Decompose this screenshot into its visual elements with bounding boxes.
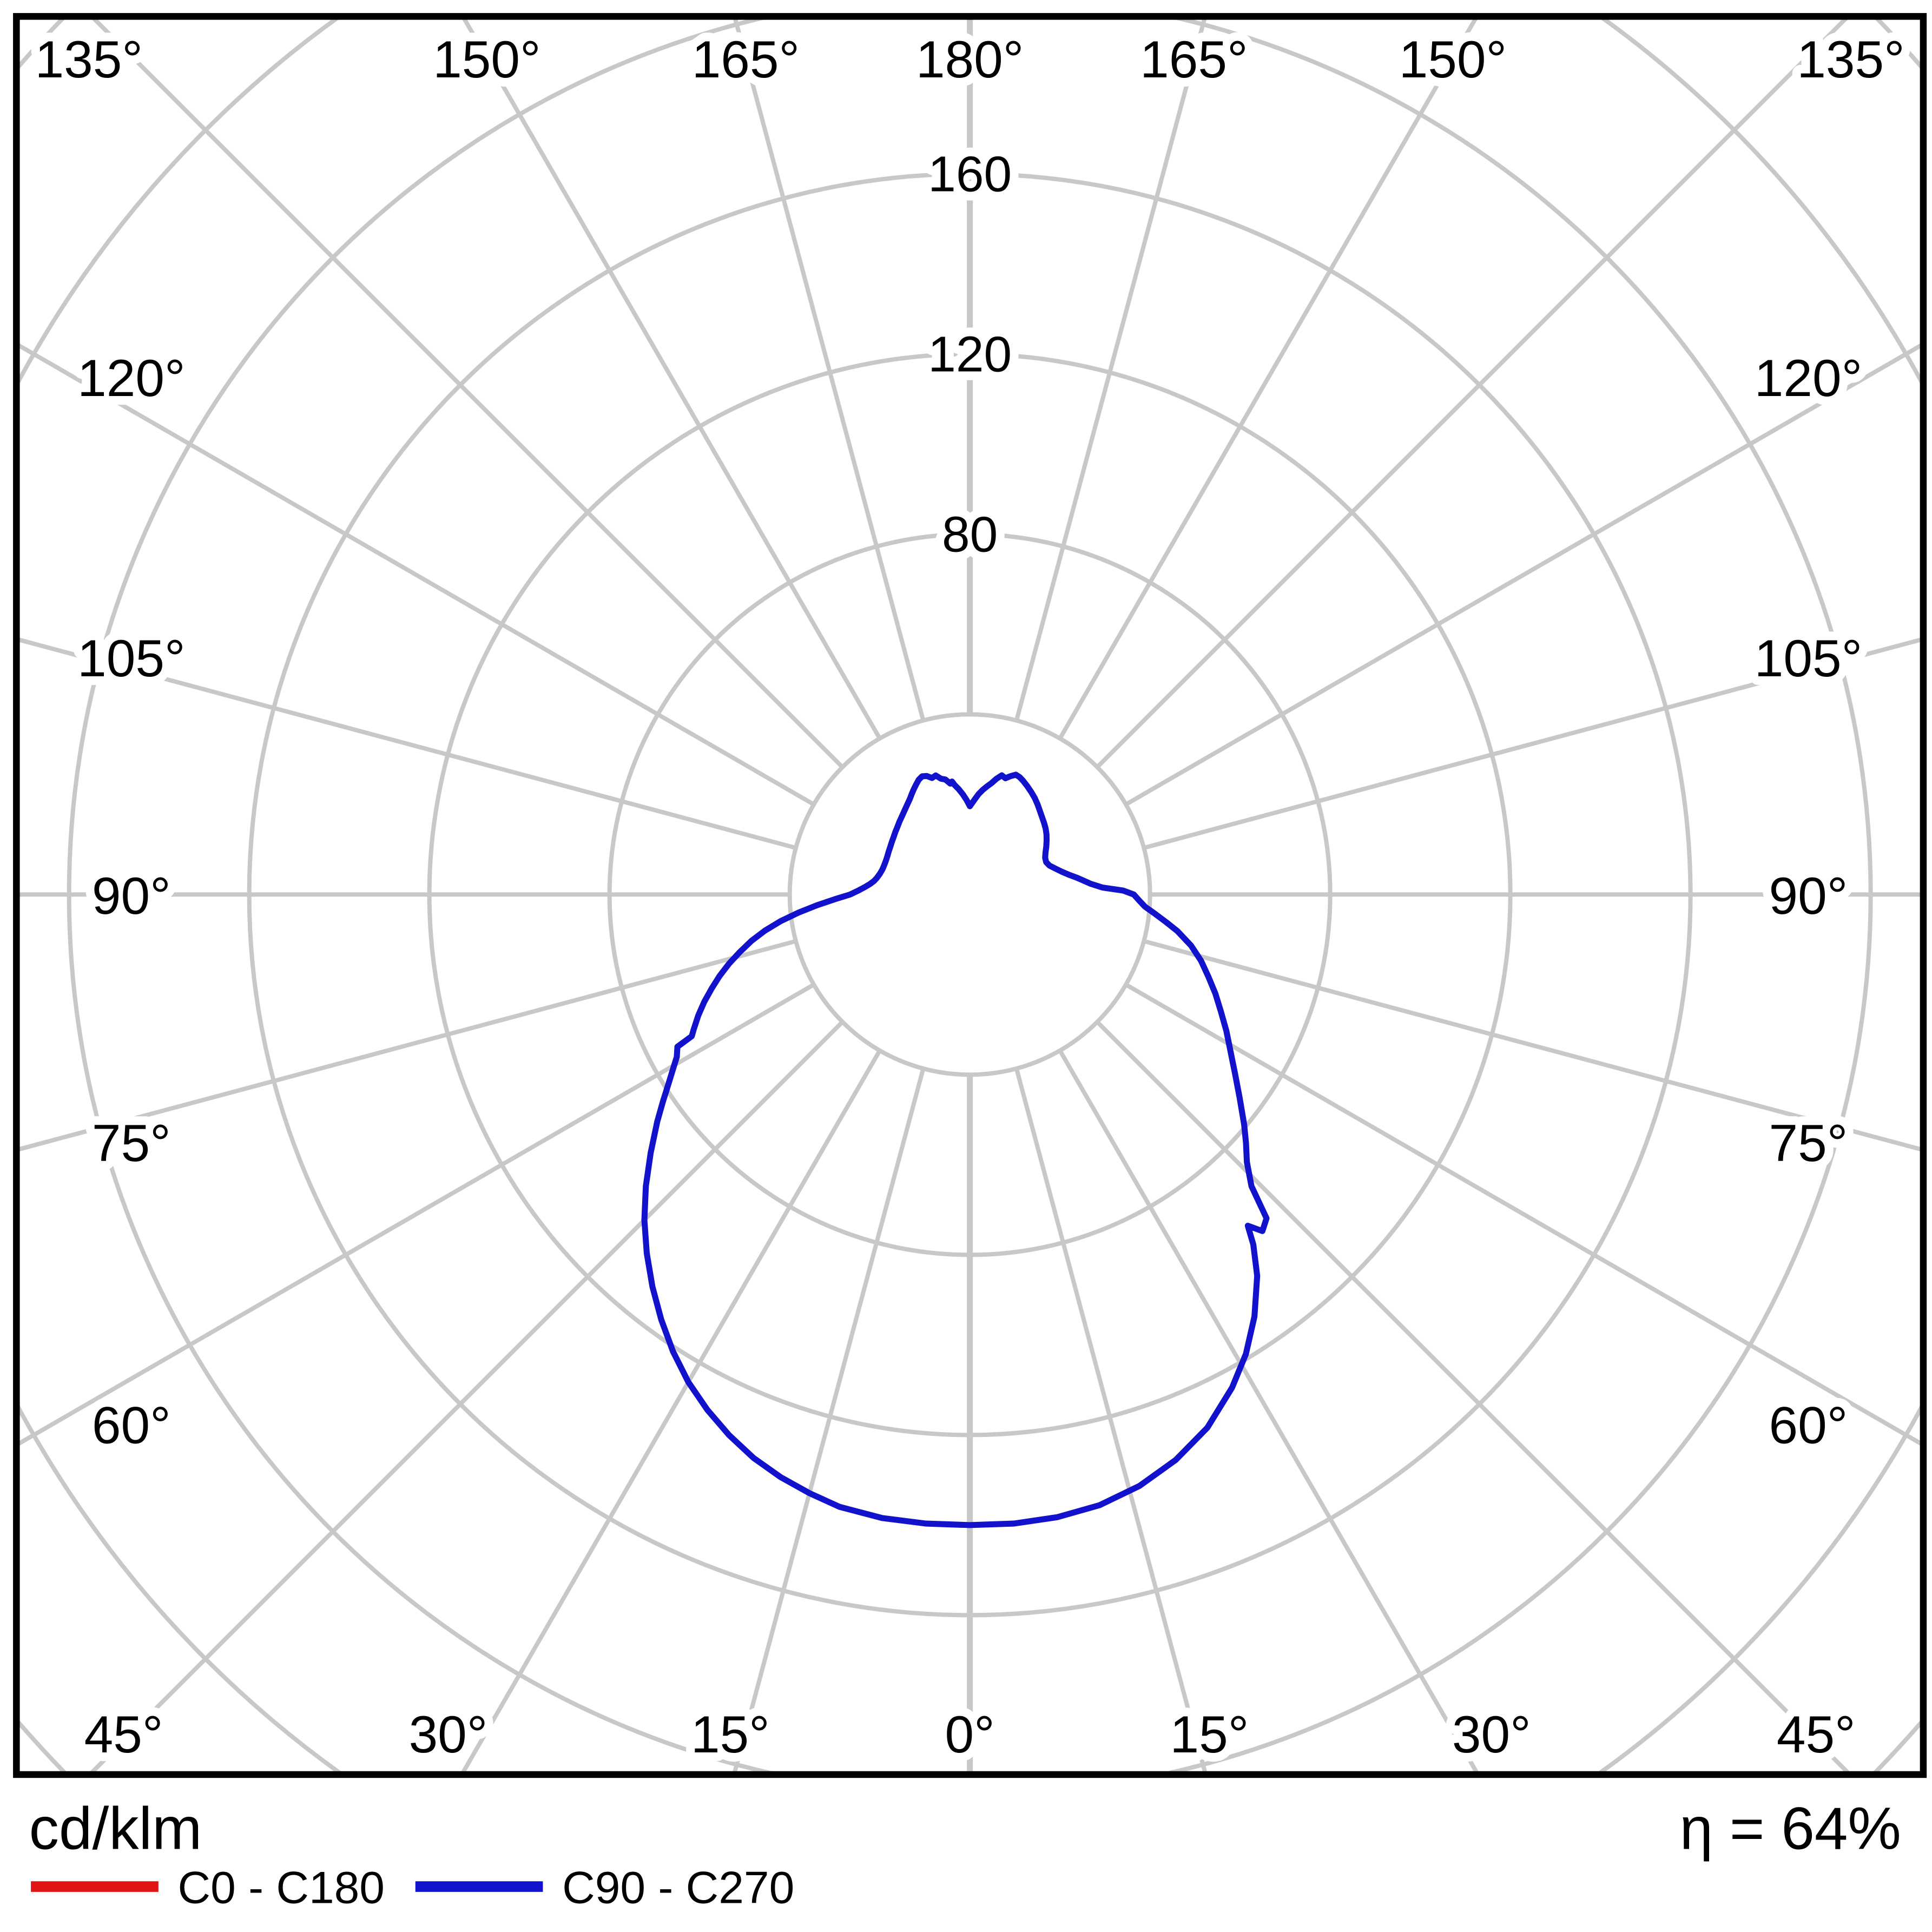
curve-c90-c270: [641, 772, 1270, 1528]
grid-spoke-15deg: [1014, 1067, 1207, 1771]
grid-spoke-75deg: [1143, 939, 1920, 1152]
angle-label-left: 60°: [92, 1397, 171, 1455]
grid-spoke-105deg: [1143, 637, 1920, 850]
angle-label-top: 165°: [1140, 31, 1248, 89]
angle-label-top: 180°: [916, 31, 1024, 89]
efficiency-label: η = 64%: [1680, 1795, 1901, 1862]
curve-c0-c180: [642, 772, 1269, 1527]
legend-label-c0-c180: C0 - C180: [178, 1862, 385, 1913]
angle-label-bottom: 30°: [409, 1706, 488, 1764]
unit-label: cd/klm: [29, 1795, 202, 1862]
grid-spoke-150deg: [1058, 19, 1478, 740]
angle-label-bottom: 45°: [84, 1706, 163, 1764]
angle-label-left: 105°: [77, 630, 185, 688]
chart-border: [13, 13, 1927, 1778]
angle-label-left: 120°: [77, 350, 185, 407]
angle-label-bottom: 45°: [1777, 1706, 1856, 1764]
angle-label-bottom: 15°: [691, 1706, 770, 1764]
grid-spoke-30deg: [1058, 1049, 1479, 1771]
radial-tick-label-160: 160: [928, 146, 1012, 202]
angle-label-top: 165°: [692, 31, 800, 89]
grid-spoke-255deg: [19, 637, 797, 850]
legend-label-c90-c270: C90 - C270: [562, 1862, 794, 1913]
angle-label-right: 120°: [1755, 350, 1862, 407]
grid-spoke-45deg: [1096, 1020, 1850, 1771]
angle-label-left: 90°: [92, 867, 171, 925]
intensity-curves: [641, 772, 1270, 1528]
grid-spoke-135deg: [1096, 19, 1848, 769]
grid-spoke-285deg: [19, 939, 797, 1152]
angle-label-top: 150°: [433, 31, 540, 89]
grid-spoke-165deg: [1014, 19, 1207, 721]
grid-spoke-300deg: [19, 983, 815, 1446]
grid-spoke-195deg: [733, 19, 926, 721]
angle-label-top: 135°: [1797, 31, 1904, 89]
angle-label-right: 75°: [1769, 1115, 1848, 1172]
grid-spoke-210deg: [462, 19, 882, 740]
angle-label-bottom: 0°: [945, 1706, 995, 1764]
grid-spoke-240deg: [19, 343, 815, 807]
angle-label-right: 60°: [1769, 1397, 1848, 1455]
angle-label-left: 75°: [92, 1115, 171, 1172]
grid-spoke-330deg: [461, 1049, 882, 1771]
angle-label-right: 90°: [1769, 867, 1848, 925]
grid-spoke-225deg: [92, 19, 845, 769]
grid-spoke-120deg: [1125, 343, 1920, 807]
angle-label-bottom: 30°: [1452, 1706, 1531, 1764]
angle-label-bottom: 15°: [1170, 1706, 1249, 1764]
radial-tick-label-80: 80: [942, 506, 998, 563]
grid-spoke-60deg: [1125, 983, 1920, 1446]
axis-labels: 135° 150° 165° 180° 165° 150° 135° 120° 105° 90° 7…: [26, 22, 1913, 1772]
radial-tick-label-120: 120: [928, 326, 1012, 383]
grid-spoke-345deg: [733, 1067, 926, 1771]
grid-spoke-315deg: [90, 1020, 845, 1771]
angle-label-right: 105°: [1755, 630, 1862, 688]
angle-label-top: 135°: [35, 31, 143, 89]
angle-label-top: 150°: [1399, 31, 1507, 89]
